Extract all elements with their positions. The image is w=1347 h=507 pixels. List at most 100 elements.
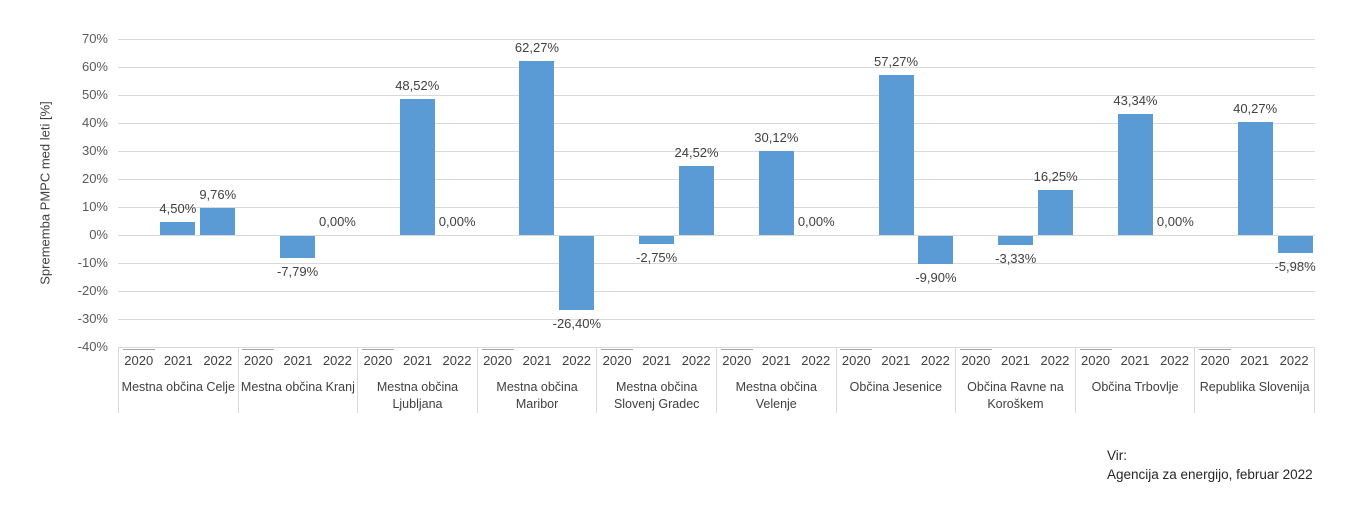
category-name: Mestna občina Ljubljana — [376, 380, 459, 411]
y-tick-label: 30% — [81, 143, 108, 158]
bar-value-label: 57,27% — [874, 53, 919, 69]
year-label: 2020 — [243, 353, 273, 368]
category-name: Republika Slovenija — [1199, 380, 1310, 394]
bar-mestna-ob-ina-slovenj-gradec-2022 — [679, 166, 715, 235]
year-label: 2022 — [920, 353, 950, 368]
year-label: 2021 — [761, 353, 791, 368]
gridline — [118, 123, 1315, 124]
category-cell-ob-ina-trbovlje: 2020 2021 2022 Občina Trbovlje — [1074, 347, 1195, 413]
gridline — [118, 151, 1315, 152]
bar-value-label: -2,75% — [636, 249, 678, 265]
gridline — [118, 39, 1315, 40]
category-name: Občina Ravne na Koroškem — [967, 380, 1064, 411]
category-name: Mestna občina Slovenj Gradec — [613, 380, 700, 411]
source-text: Agencija za energijo, februar 2022 — [1107, 467, 1313, 482]
year-label: 2022 — [442, 353, 472, 368]
axis-tick-mark — [122, 349, 155, 350]
axis-tick-mark — [720, 349, 753, 350]
gridline — [118, 67, 1315, 68]
bar-republika-slovenija-2021 — [1237, 122, 1273, 235]
year-label: 2021 — [283, 353, 313, 368]
bar-value-label: -9,90% — [915, 269, 957, 285]
year-label: 2020 — [722, 353, 752, 368]
y-tick-label: 50% — [81, 87, 108, 102]
category-cell-republika-slovenija: 2020 2021 2022 Republika Slovenija — [1194, 347, 1314, 413]
gridline — [118, 291, 1315, 292]
year-label: 2020 — [961, 353, 991, 368]
bar-value-label: 30,12% — [754, 129, 799, 145]
category-name: Občina Trbovlje — [1091, 380, 1179, 394]
bar-mestna-ob-ina-maribor-2021 — [519, 60, 555, 235]
bar-value-label: -3,33% — [995, 251, 1037, 267]
year-label: 2022 — [1040, 353, 1070, 368]
bar-mestna-ob-ina-velenje-2021 — [758, 150, 794, 235]
bar-mestna-ob-ina-ljubljana-2021 — [399, 99, 435, 235]
year-labels-row: 2020 2021 2022 — [239, 347, 358, 368]
axis-tick-mark — [242, 349, 275, 350]
y-tick-label: 10% — [81, 199, 108, 214]
year-label: 2022 — [203, 353, 233, 368]
year-label: 2022 — [1160, 353, 1189, 368]
category-cell-mestna-ob-ina-ljubljana: 2020 2021 2022 Mestna občina Ljubljana — [357, 347, 477, 413]
year-label: 2020 — [363, 353, 393, 368]
category-cell-mestna-ob-ina-slovenj-gradec: 2020 2021 2022 Mestna občina Slovenj Gradec — [596, 347, 716, 413]
plot-area: 4,50% 9,76% -7,79% 0,00% 48,52% 0,00% 62,27% -2… — [118, 39, 1316, 348]
bar-ob-ina-trbovlje-2021 — [1117, 113, 1153, 235]
axis-tick-mark — [959, 349, 992, 350]
year-label: 2021 — [163, 353, 193, 368]
category-name: Mestna občina Celje — [121, 380, 235, 394]
bar-mestna-ob-ina-celje-2021 — [160, 222, 196, 235]
year-labels-row: 2020 2021 2022 — [358, 347, 477, 368]
year-labels-row: 2020 2021 2022 — [1076, 347, 1195, 368]
year-label: 2020 — [602, 353, 632, 368]
bar-value-label: -26,40% — [552, 315, 602, 331]
year-label: 2021 — [642, 353, 672, 368]
source-note: Vir: Agencija za energijo, februar 2022 — [1107, 446, 1313, 484]
axis-tick-mark — [601, 349, 634, 350]
axis-tick-mark — [481, 349, 514, 350]
y-tick-label: 70% — [81, 31, 108, 46]
year-label: 2022 — [681, 353, 711, 368]
category-name: Občina Jesenice — [849, 380, 943, 394]
category-cell-ob-ina-jesenice: 2020 2021 2022 Občina Jesenice — [835, 347, 956, 413]
gridline — [118, 235, 1315, 236]
category-cell-mestna-ob-ina-velenje: 2020 2021 2022 Mestna občina Velenje — [715, 347, 836, 413]
year-label: 2020 — [841, 353, 871, 368]
category-name: Mestna občina Velenje — [735, 380, 817, 411]
category-cell-mestna-ob-ina-maribor: 2020 2021 2022 Mestna občina Maribor — [476, 347, 597, 413]
y-tick-label: 40% — [81, 115, 108, 130]
bar-ob-ina-ravne-na-koro-kem-2022 — [1038, 189, 1074, 235]
y-tick-label: 0% — [89, 227, 108, 242]
year-label: 2021 — [403, 353, 432, 368]
category-cell-ob-ina-ravne-na-koro-kem: 2020 2021 2022 Občina Ravne na Koroškem — [955, 347, 1075, 413]
bar-value-label: 4,50% — [159, 201, 197, 217]
category-name: Mestna občina Kranj — [240, 380, 355, 394]
year-labels-row: 2020 2021 2022 — [837, 347, 956, 368]
axis-tick-mark — [840, 349, 873, 350]
gridline — [118, 319, 1315, 320]
gridline — [118, 207, 1315, 208]
bar-value-label: 0,00% — [797, 214, 835, 229]
axis-tick-mark — [1079, 349, 1112, 350]
year-label: 2020 — [483, 353, 512, 368]
year-labels-row: 2020 2021 2022 — [956, 347, 1075, 368]
year-label: 2022 — [801, 353, 831, 368]
category-cell-mestna-ob-ina-kranj: 2020 2021 2022 Mestna občina Kranj — [237, 347, 358, 413]
bar-republika-slovenija-2022 — [1277, 236, 1313, 253]
year-label: 2022 — [1279, 353, 1309, 368]
year-labels-row: 2020 2021 2022 — [597, 347, 716, 368]
bar-value-label: 0,00% — [1156, 214, 1194, 229]
year-labels-row: 2020 2021 2022 — [1195, 347, 1314, 368]
bar-value-label: 48,52% — [395, 78, 440, 94]
y-tick-label: 60% — [81, 59, 108, 74]
gridline — [118, 95, 1315, 96]
bar-mestna-ob-ina-kranj-2021 — [280, 236, 316, 258]
y-tick-label: -30% — [77, 311, 108, 326]
bar-mestna-ob-ina-celje-2022 — [200, 207, 236, 235]
y-tick-label: -10% — [77, 255, 108, 270]
bar-value-label: 24,52% — [674, 145, 719, 161]
bar-mestna-ob-ina-slovenj-gradec-2021 — [639, 236, 675, 244]
year-labels-row: 2020 2021 2022 — [478, 347, 597, 368]
category-name: Mestna občina Maribor — [496, 380, 578, 411]
